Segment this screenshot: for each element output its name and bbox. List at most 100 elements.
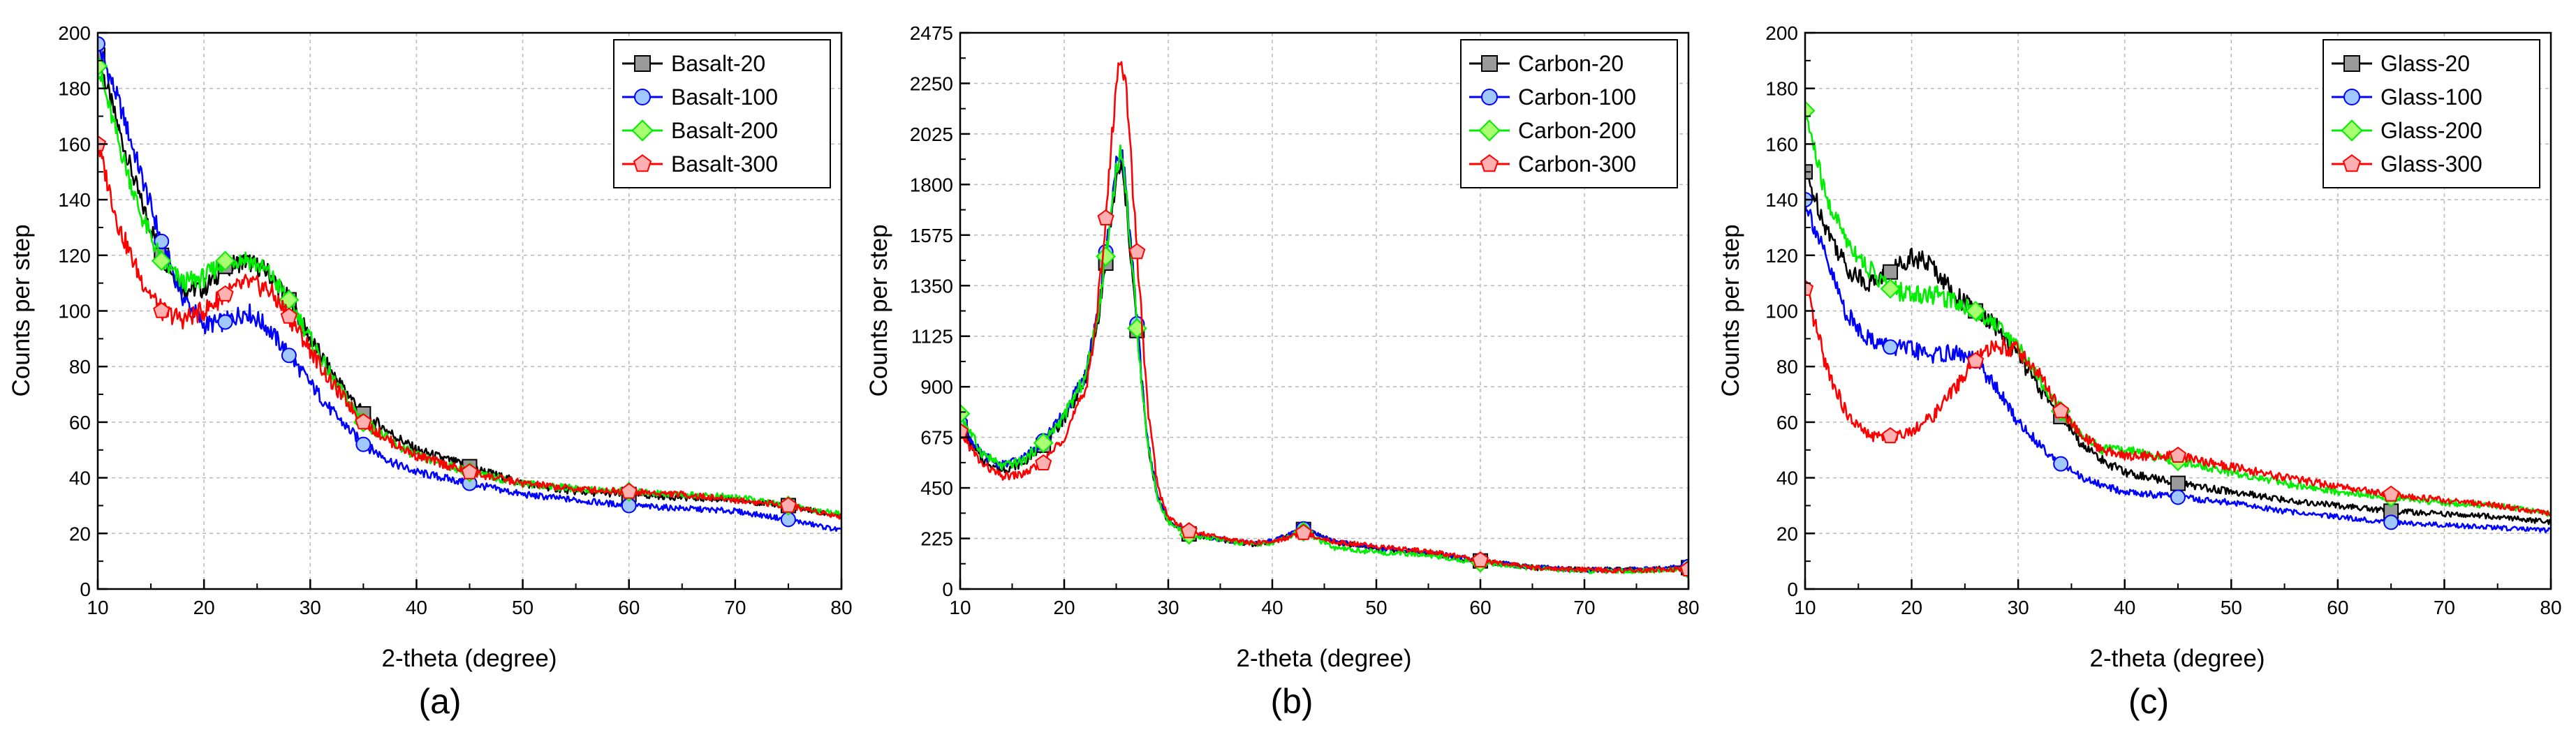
y-tick-label: 160 xyxy=(58,133,91,155)
x-tick-label: 50 xyxy=(512,597,533,618)
y-tick-label: 1125 xyxy=(911,326,953,348)
series-marker-basalt-300 xyxy=(779,496,797,513)
series-marker-carbon-300 xyxy=(1128,243,1146,260)
x-tick-label: 40 xyxy=(2114,597,2135,618)
ticks-c: 10 20 30 40 50 60 70 80 0 20 40 60 80 100 120 140 160 180… xyxy=(1765,22,2561,618)
y-axis-label-b: Counts per step xyxy=(865,224,892,396)
x-tick-label: 80 xyxy=(830,597,852,618)
series-marker-carbon-200 xyxy=(1033,433,1054,454)
x-tick-label: 30 xyxy=(300,597,321,618)
x-tick-label: 20 xyxy=(1901,597,1922,618)
series-marker-basalt-300 xyxy=(620,482,638,499)
legend-marker-basalt-300 xyxy=(633,154,652,172)
panel-label-a: (a) xyxy=(418,682,461,721)
panel-label-b: (b) xyxy=(1270,682,1313,721)
series-marker-basalt-100 xyxy=(217,314,233,330)
x-tick-label: 60 xyxy=(1469,597,1491,618)
x-tick-label: 10 xyxy=(87,597,108,618)
x-tick-label: 50 xyxy=(1365,597,1387,618)
series-marker-basalt-100 xyxy=(355,436,371,452)
y-tick-label: 225 xyxy=(920,528,953,550)
y-tick-label: 140 xyxy=(1765,189,1798,211)
series-marker-carbon-300 xyxy=(1295,523,1312,540)
series-marker-glass-200 xyxy=(1880,278,1901,299)
legend-marker-carbon-200 xyxy=(1478,119,1501,142)
chart-panel-c: 10 20 30 40 50 60 70 80 0 20 40 60 80 100 120 140 160 180… xyxy=(1717,22,2562,721)
y-tick-label: 60 xyxy=(1776,412,1798,433)
series-marker-glass-100 xyxy=(2383,514,2399,530)
y-tick-label: 180 xyxy=(1765,78,1798,100)
y-axis-label-a: Counts per step xyxy=(8,224,35,396)
x-tick-label: 30 xyxy=(2008,597,2029,618)
x-tick-label: 20 xyxy=(1053,597,1075,618)
y-tick-label: 1575 xyxy=(910,225,953,246)
x-tick-label: 80 xyxy=(1677,597,1699,618)
series-marker-carbon-200 xyxy=(960,403,971,424)
x-tick-label: 70 xyxy=(2434,597,2455,618)
series-marker-carbon-300 xyxy=(1035,454,1052,470)
series-marker-glass-200 xyxy=(1965,301,1986,321)
legend-label-glass-100: Glass-100 xyxy=(2380,84,2482,110)
x-tick-label: 70 xyxy=(1573,597,1595,618)
y-tick-label: 180 xyxy=(58,78,91,100)
series-group-b xyxy=(960,61,1688,580)
y-tick-label: 60 xyxy=(69,412,91,433)
series-marker-glass-20 xyxy=(2170,475,2186,491)
y-axis-label-c: Counts per step xyxy=(1717,224,1744,396)
legend-label-glass-20: Glass-20 xyxy=(2380,51,2470,76)
legend-b: Carbon-20 Carbon-100 Carbon-200 Carbon-300 xyxy=(1460,39,1678,188)
y-tick-label: 450 xyxy=(920,477,953,499)
x-tick-label: 80 xyxy=(2540,597,2561,618)
x-tick-label: 10 xyxy=(949,597,971,618)
legend-label-glass-300: Glass-300 xyxy=(2380,151,2482,177)
x-tick-label: 10 xyxy=(1794,597,1816,618)
legend-label-carbon-300: Carbon-300 xyxy=(1518,151,1636,177)
x-axis-label-a: 2-theta (degree) xyxy=(382,645,557,672)
legend-marker-basalt-100 xyxy=(634,89,651,105)
series-marker-glass-300 xyxy=(1881,427,1899,444)
y-tick-label: 2475 xyxy=(910,22,953,44)
x-tick-label: 60 xyxy=(618,597,640,618)
y-tick-label: 40 xyxy=(69,468,91,489)
y-tick-label: 200 xyxy=(58,22,91,44)
legend-label-basalt-200: Basalt-200 xyxy=(671,118,778,143)
x-tick-label: 70 xyxy=(724,597,746,618)
y-tick-label: 100 xyxy=(1765,301,1798,322)
series-marker-carbon-300 xyxy=(1097,209,1114,225)
chart-panel-b: 10 20 30 40 50 60 70 80 0 225 450 675 900 1125 1350 157… xyxy=(865,22,1700,721)
x-axis-label-c: 2-theta (degree) xyxy=(2090,645,2265,672)
x-tick-label: 30 xyxy=(1157,597,1179,618)
series-marker-basalt-200 xyxy=(151,251,172,271)
series-marker-carbon-300 xyxy=(960,422,969,439)
series-group-c xyxy=(1805,100,2551,534)
series-marker-glass-100 xyxy=(1883,339,1899,355)
series-marker-carbon-300 xyxy=(1180,522,1198,539)
y-tick-label: 2250 xyxy=(910,73,953,94)
x-tick-label: 60 xyxy=(2327,597,2348,618)
series-marker-basalt-300 xyxy=(153,301,170,318)
series-marker-glass-100 xyxy=(2053,456,2069,472)
chart-panel-a: 10 20 30 40 50 60 70 80 0 20 40 60 80 100 120 140 160 180… xyxy=(8,22,853,721)
legend-marker-carbon-100 xyxy=(1481,89,1498,105)
legend-label-carbon-200: Carbon-200 xyxy=(1518,118,1636,143)
series-marker-glass-300 xyxy=(1805,279,1814,296)
series-marker-glass-200 xyxy=(1805,100,1816,121)
series-marker-basalt-300 xyxy=(280,307,297,324)
series-line-carbon-300 xyxy=(960,61,1688,574)
ticks-b: 10 20 30 40 50 60 70 80 0 225 450 675 900 1125 1350 157… xyxy=(910,22,1700,618)
legend-marker-glass-100 xyxy=(2343,89,2360,105)
series-marker-basalt-100 xyxy=(98,36,105,52)
y-tick-label: 80 xyxy=(1776,356,1798,378)
legend-label-glass-200: Glass-200 xyxy=(2380,118,2482,143)
y-tick-label: 160 xyxy=(1765,133,1798,155)
y-tick-label: 20 xyxy=(1776,523,1798,544)
legend-label-basalt-300: Basalt-300 xyxy=(671,151,778,177)
series-marker-basalt-100 xyxy=(281,348,297,364)
x-tick-label: 40 xyxy=(406,597,427,618)
y-tick-label: 0 xyxy=(80,579,91,600)
legend-label-basalt-20: Basalt-20 xyxy=(671,51,765,76)
y-tick-label: 0 xyxy=(942,579,953,600)
y-tick-label: 120 xyxy=(1765,245,1798,267)
legend-marker-carbon-300 xyxy=(1480,154,1499,172)
legend-label-carbon-20: Carbon-20 xyxy=(1518,51,1624,76)
